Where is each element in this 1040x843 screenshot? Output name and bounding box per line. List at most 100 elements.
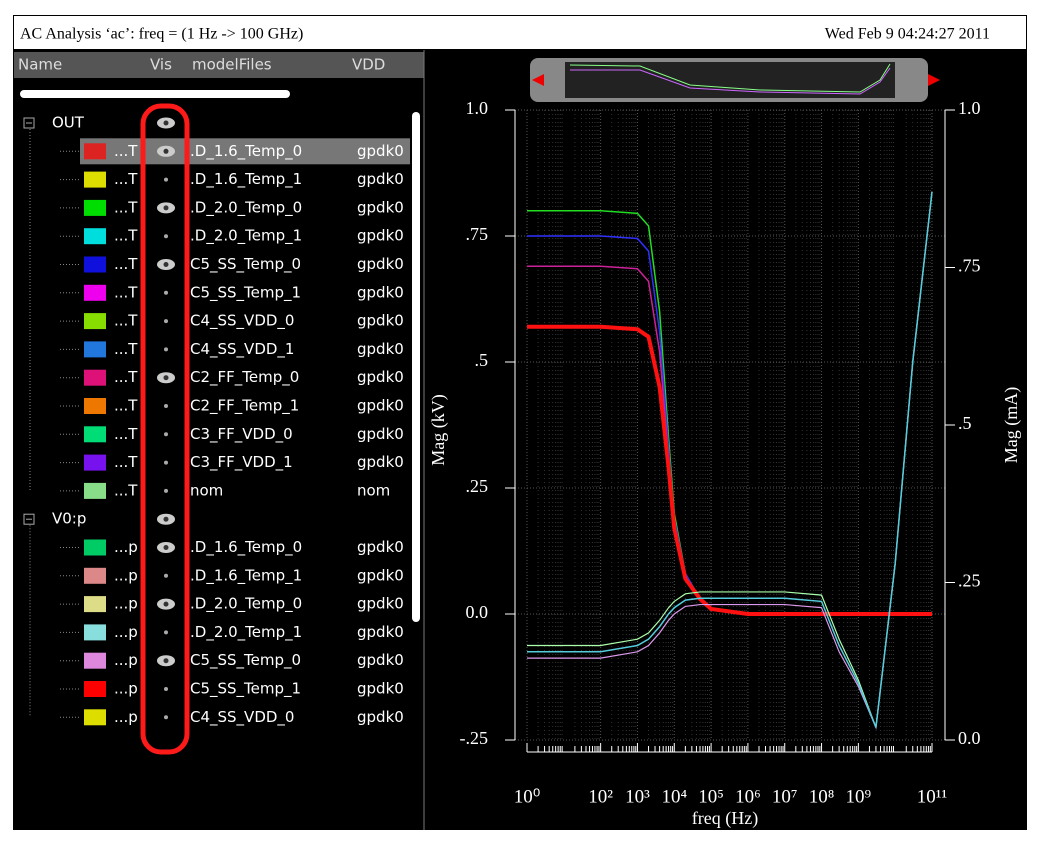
vis-icon	[164, 630, 168, 635]
row-vdd: gpdk0	[357, 368, 404, 386]
vis-icon	[164, 347, 168, 352]
row-model: C4_SS_VDD_0	[190, 708, 294, 727]
row-vdd: gpdk0	[357, 425, 404, 443]
row-vdd: gpdk0	[357, 142, 404, 160]
x-axis-label: freq (Hz)	[692, 808, 758, 829]
row-name: ...p	[114, 680, 138, 698]
row-model: .D_2.0_Temp_1	[190, 227, 302, 246]
x-tick-label: 10⁸	[809, 786, 835, 807]
row-model: .D_1.6_Temp_0	[190, 142, 302, 161]
x-tick-label: 10⁹	[846, 786, 872, 807]
row-name: ...T	[114, 340, 138, 358]
vis-icon	[164, 460, 168, 465]
row-model: .D_2.0_Temp_1	[190, 623, 302, 642]
vis-icon	[164, 687, 168, 691]
color-swatch	[84, 256, 106, 273]
row-model: C2_FF_Temp_1	[190, 397, 299, 416]
color-swatch	[84, 228, 106, 245]
y2-axis-label: Mag (mA)	[1001, 387, 1022, 463]
row-vdd: gpdk0	[357, 340, 404, 358]
x-tick-label: 10⁰	[514, 786, 541, 807]
vis-icon	[163, 120, 169, 126]
color-swatch	[84, 426, 106, 443]
x-tick-label: 10⁷	[772, 786, 798, 807]
vis-icon	[164, 319, 168, 324]
series-line	[527, 191, 933, 728]
color-swatch	[84, 596, 106, 613]
row-vdd: gpdk0	[357, 453, 404, 471]
row-name: ...p	[114, 595, 138, 613]
x-tick-label: 10⁴	[661, 786, 687, 807]
row-model: C4_SS_VDD_1	[190, 340, 294, 359]
vis-icon	[164, 404, 168, 408]
vis-icon	[164, 488, 168, 493]
row-model: .D_1.6_Temp_1	[190, 566, 302, 585]
highlight-box	[140, 103, 190, 755]
row-model: C5_SS_Temp_0	[190, 255, 301, 274]
group-label: OUT	[52, 114, 85, 132]
row-model: C5_SS_Temp_1	[190, 680, 301, 699]
row-vdd: gpdk0	[357, 397, 404, 415]
color-swatch	[84, 709, 106, 726]
row-name: ...p	[114, 708, 138, 726]
h-scrollbar[interactable]	[20, 90, 290, 98]
row-model: nom	[190, 481, 223, 499]
x-tick-label: 10²	[588, 786, 613, 807]
row-name: ...T	[114, 227, 138, 245]
vis-icon	[163, 262, 169, 267]
row-name: ...p	[114, 538, 138, 556]
row-name: ...T	[114, 255, 138, 273]
y-tick-label: -.25	[460, 728, 489, 748]
column-header	[14, 52, 424, 78]
expander	[23, 513, 35, 525]
y-axis-label: Mag (kV)	[428, 394, 449, 465]
row-name: ...p	[114, 566, 138, 584]
row-name: ...T	[114, 368, 138, 386]
vis-icon	[163, 516, 169, 522]
color-swatch	[84, 539, 106, 556]
row-name: ...T	[114, 170, 138, 188]
x-tick-label: 10⁶	[735, 786, 761, 807]
plot-area	[515, 110, 945, 740]
v-scrollbar[interactable]	[412, 112, 420, 622]
row-model: .D_1.6_Temp_1	[190, 170, 302, 189]
row-model: C3_FF_VDD_1	[190, 453, 293, 472]
row-vdd: gpdk0	[357, 595, 404, 613]
vis-icon	[163, 148, 169, 154]
color-swatch	[84, 341, 106, 358]
row-vdd: gpdk0	[357, 708, 404, 726]
color-swatch	[84, 454, 106, 471]
vis-icon	[163, 601, 169, 607]
color-swatch	[84, 199, 106, 216]
expander	[23, 117, 35, 129]
y2-tick-label: .5	[958, 413, 972, 433]
vis-icon	[164, 573, 168, 578]
zoom-window[interactable]	[565, 62, 895, 98]
vis-icon	[164, 234, 168, 239]
row-name: ...T	[114, 397, 138, 415]
row-name: ...p	[114, 623, 138, 641]
y-tick-label: .75	[466, 224, 489, 244]
y2-tick-label: .25	[958, 571, 981, 591]
row-name: ...T	[114, 425, 138, 443]
row-model: .D_1.6_Temp_0	[190, 538, 302, 557]
row-model: .D_2.0_Temp_0	[190, 595, 302, 614]
row-vdd: gpdk0	[357, 198, 404, 216]
vis-icon	[164, 432, 168, 437]
color-swatch	[84, 171, 106, 188]
vis-icon	[164, 177, 168, 182]
row-name: ...T	[114, 283, 138, 301]
series-line	[527, 324, 932, 616]
row-vdd: gpdk0	[357, 680, 404, 698]
row-model: C5_SS_Temp_1	[190, 283, 301, 302]
row-model: C4_SS_VDD_0	[190, 312, 294, 331]
row-vdd: nom	[357, 481, 390, 499]
y-tick-label: 1.0	[466, 98, 489, 118]
vis-icon	[163, 375, 169, 381]
column-label: Name	[18, 56, 62, 74]
row-model: .D_2.0_Temp_0	[190, 198, 302, 217]
x-tick-label: 10³	[625, 786, 650, 807]
x-tick-label: 10¹¹	[917, 786, 948, 807]
row-vdd: gpdk0	[357, 651, 404, 669]
